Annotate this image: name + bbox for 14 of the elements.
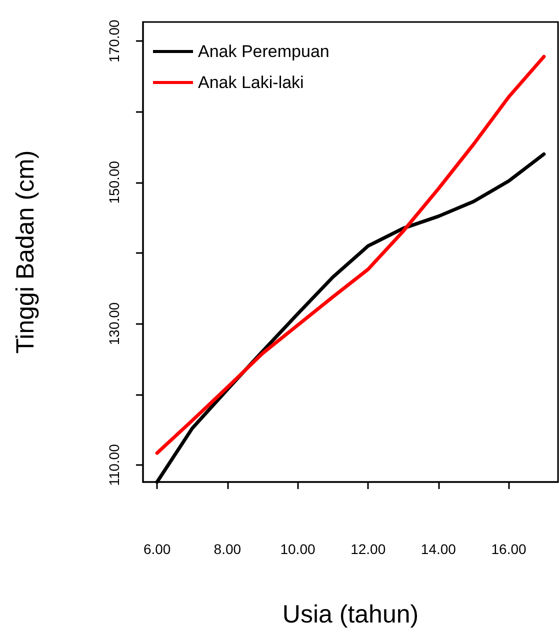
x-tick-label: 12.00: [350, 541, 386, 557]
x-tick-label: 16.00: [491, 541, 526, 557]
x-tick-label: 10.00: [280, 541, 316, 557]
x-tick-label: 14.00: [420, 541, 456, 557]
x-tick-label: 6.00: [143, 541, 171, 557]
y-axis-title: Tinggi Badan (cm): [12, 150, 40, 354]
legend-label: Anak Perempuan: [198, 42, 330, 61]
y-tick-label: 170.00: [106, 19, 122, 62]
x-axis-title: Usia (tahun): [282, 600, 419, 628]
legend-label: Anak Laki-laki: [198, 73, 304, 92]
y-tick-label: 130.00: [106, 302, 122, 346]
y-tick-label: 150.00: [106, 160, 122, 204]
x-tick-label: 8.00: [214, 541, 242, 557]
y-tick-label: 110.00: [106, 444, 122, 486]
